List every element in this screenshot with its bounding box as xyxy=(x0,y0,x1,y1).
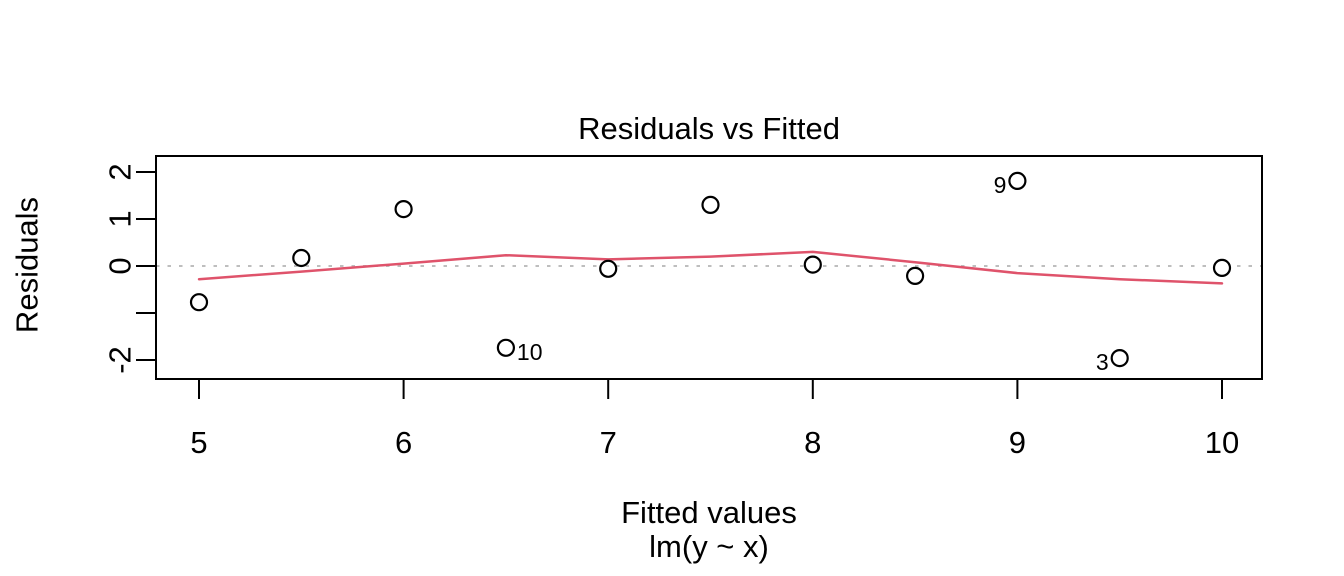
y-tick-label: -2 xyxy=(103,346,138,374)
x-tick-label: 9 xyxy=(1009,425,1026,460)
point-id-label: 3 xyxy=(1096,349,1109,375)
data-point xyxy=(496,338,515,357)
x-tick-label: 6 xyxy=(395,425,412,460)
model-subtitle: lm(y ~ x) xyxy=(649,529,769,564)
data-point xyxy=(701,195,720,214)
y-tick-label: 2 xyxy=(103,163,138,180)
y-tick-label: 0 xyxy=(103,257,138,274)
x-tick-label: 5 xyxy=(190,425,207,460)
data-point xyxy=(803,255,822,274)
x-axis-label: Fitted values xyxy=(621,495,797,530)
data-point xyxy=(1110,349,1129,368)
data-point xyxy=(189,293,209,312)
y-axis-label: Residuals xyxy=(10,197,45,333)
data-point xyxy=(1212,258,1232,277)
plot-title: Residuals vs Fitted xyxy=(578,111,840,146)
plot-box xyxy=(155,155,1263,380)
y-tick-label: 1 xyxy=(103,210,138,227)
point-id-label: 9 xyxy=(994,172,1007,198)
x-tick-label: 7 xyxy=(600,425,617,460)
data-point xyxy=(292,248,311,268)
smooth-line xyxy=(197,250,1224,285)
x-tick-label: 10 xyxy=(1205,425,1239,460)
data-point xyxy=(1008,171,1027,190)
data-point xyxy=(394,200,413,219)
point-id-label: 10 xyxy=(517,339,543,365)
x-tick-label: 8 xyxy=(804,425,821,460)
data-point xyxy=(599,259,618,278)
data-point xyxy=(905,266,925,285)
